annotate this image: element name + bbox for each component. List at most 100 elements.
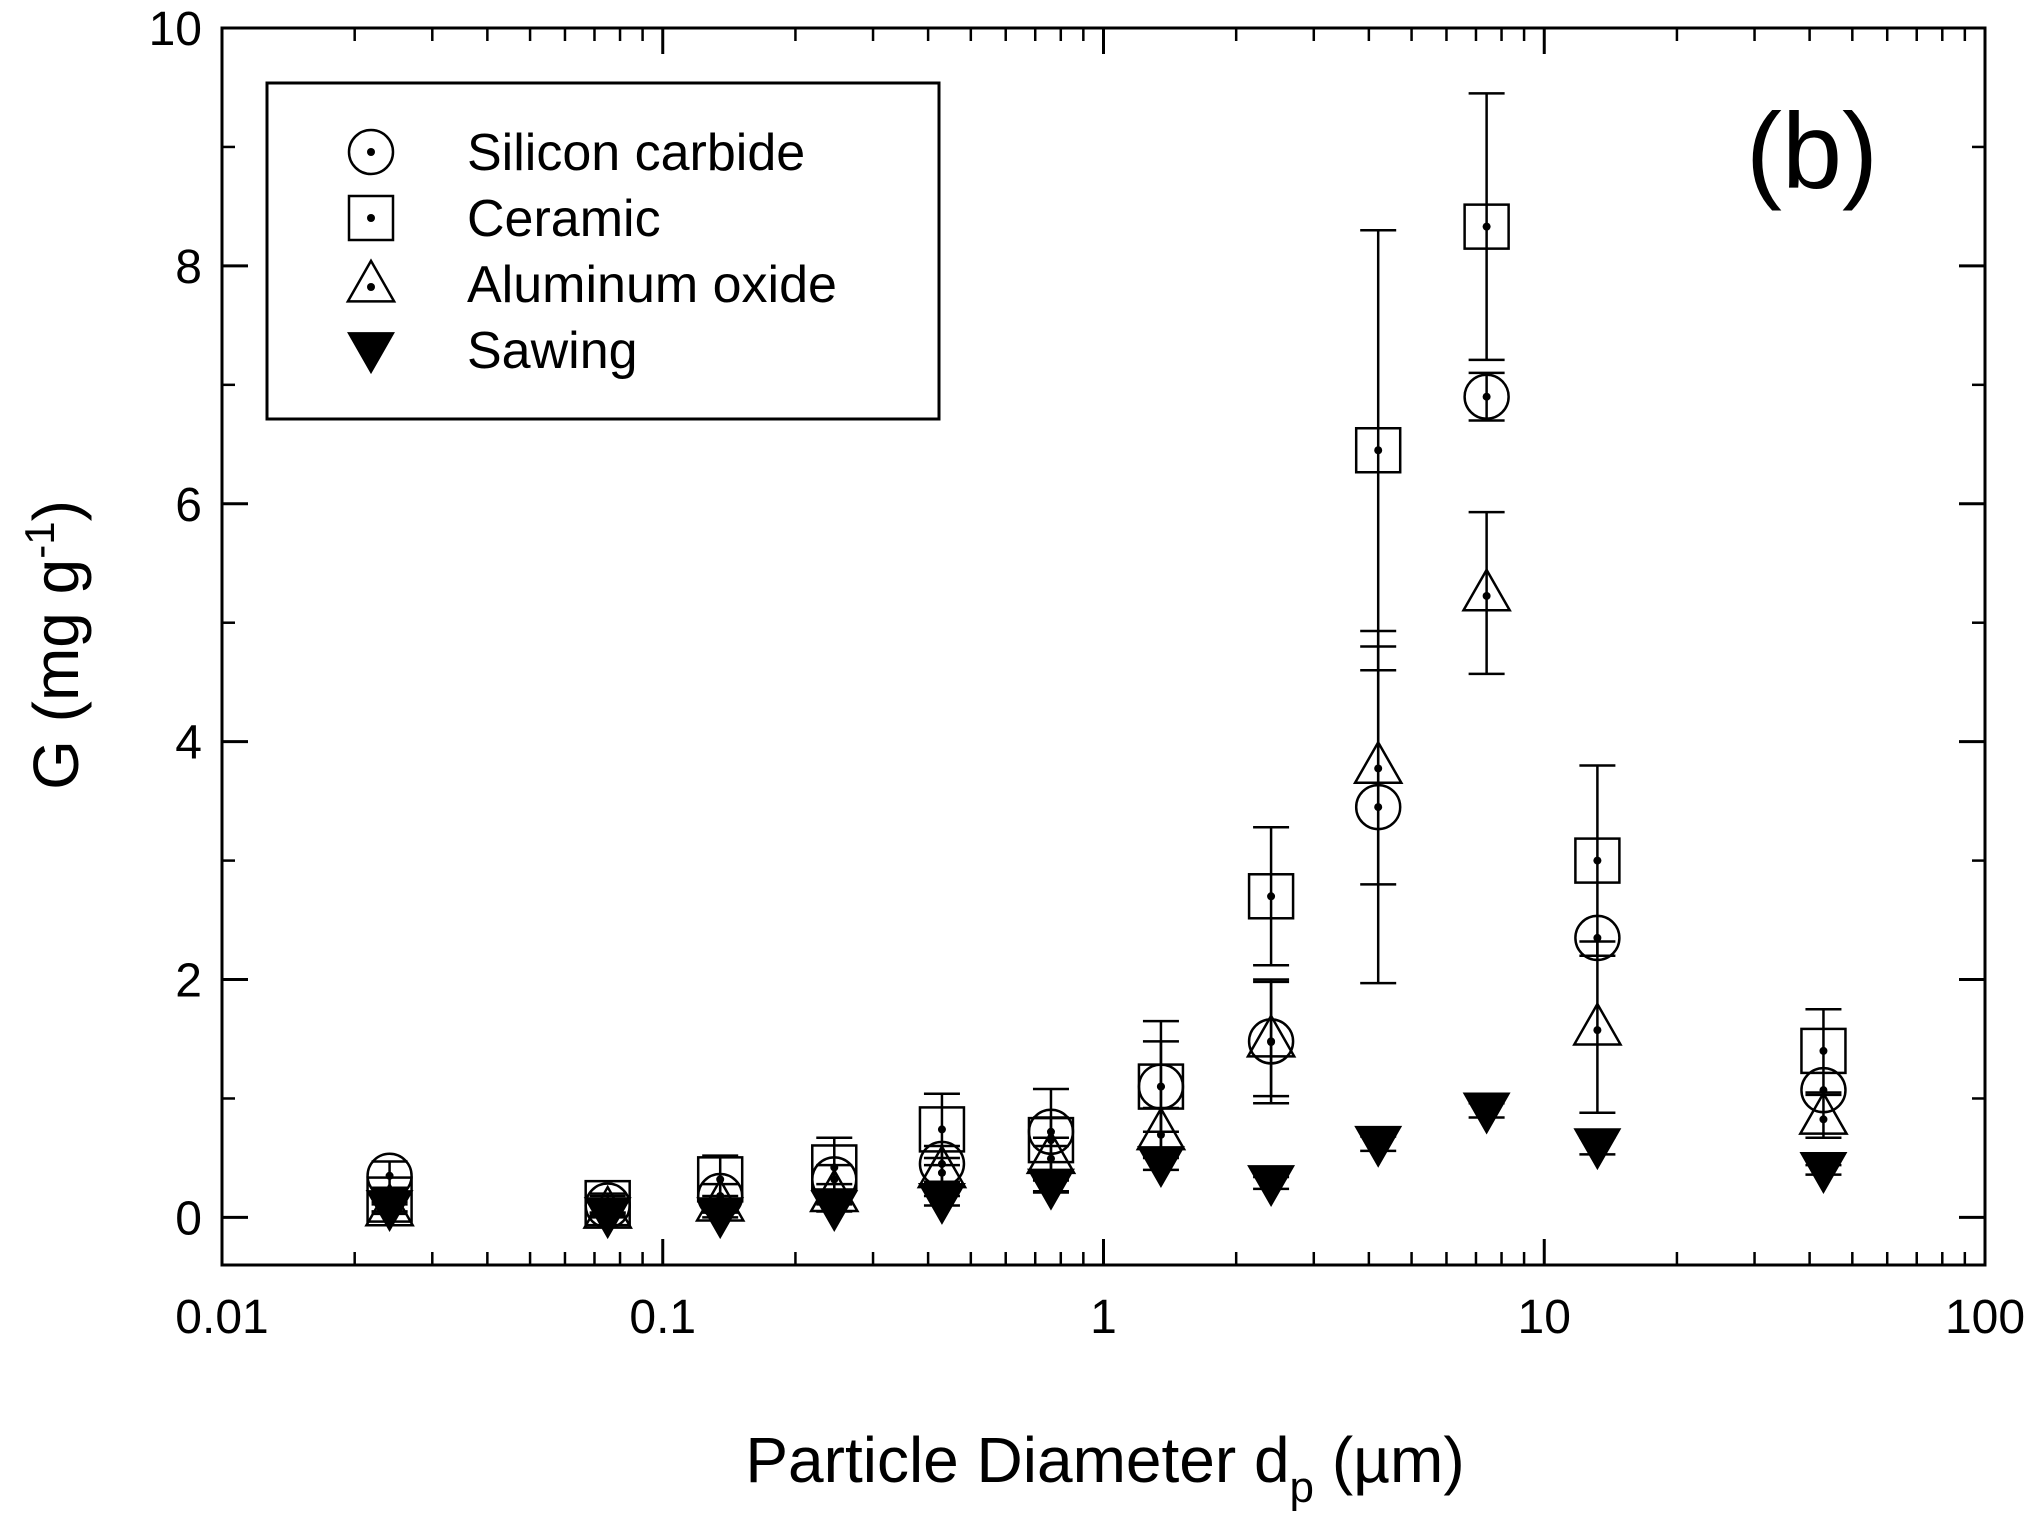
marker-square: [1463, 203, 1510, 250]
x-axis-title-subscript: p: [1290, 1463, 1314, 1512]
marker-center-dot: [1819, 1086, 1828, 1095]
marker-center-dot: [1482, 591, 1491, 600]
y-axis-title: G (mg g-1): [16, 500, 92, 790]
data-point: [1798, 1090, 1849, 1135]
x-tick-label: 10: [1518, 1291, 1571, 1344]
marker-circle: [1463, 373, 1510, 420]
plot-frame: [220, 26, 1987, 1267]
tick-labels: 0.01 0.1 1 10 100 0 2 4 6 8 10: [149, 3, 2025, 1344]
marker-circle: [1027, 1108, 1075, 1156]
marker-triangle-down: [1462, 1092, 1511, 1135]
y-axis-title-close: ): [20, 500, 92, 521]
marker-triangle-up: [364, 1182, 415, 1227]
data-point: [584, 1182, 631, 1229]
data-point: [1137, 1063, 1185, 1110]
marker-center-dot: [367, 148, 375, 156]
marker-center-dot: [830, 1175, 839, 1184]
marker-square: [1800, 1027, 1847, 1075]
x-tick-label: 0.01: [175, 1291, 268, 1344]
legend-box: [265, 81, 941, 421]
data-point: [918, 1140, 966, 1188]
data-point: [1463, 203, 1510, 250]
data-point: [1799, 1152, 1848, 1194]
x-tick-label: 1: [1090, 1291, 1117, 1344]
axis-ticks: [220, 26, 1987, 1265]
y-axis-title-main: G (mg g: [20, 559, 92, 790]
marker-triangle-down: [1799, 1152, 1848, 1194]
data-point: [1354, 783, 1402, 831]
data-point: [1573, 1128, 1622, 1171]
marker-center-dot: [716, 1192, 725, 1201]
marker-triangle-down: [917, 1182, 966, 1225]
legend-marker: [347, 128, 395, 176]
x-axis-title-unit: (µm): [1314, 1424, 1465, 1496]
data-point: [1800, 1027, 1847, 1075]
legend-marker: [347, 332, 395, 375]
marker-circle: [811, 1156, 858, 1203]
marker-center-dot: [937, 1159, 946, 1168]
legend-items: Silicon carbide Ceramic Aluminum oxide Sawi…: [345, 124, 837, 380]
data-point: [1247, 1165, 1296, 1208]
marker-center-dot: [1819, 1115, 1828, 1124]
y-tick-label: 8: [175, 241, 202, 294]
marker-circle: [1354, 783, 1402, 831]
marker-square: [1574, 837, 1621, 884]
marker-triangle-up: [1461, 567, 1512, 612]
marker-square: [347, 194, 395, 242]
y-tick-label: 10: [149, 3, 202, 56]
legend-label: Sawing: [467, 322, 638, 380]
y-tick-label: 2: [175, 955, 202, 1008]
data-point: [1354, 1125, 1403, 1168]
data-layer: [364, 92, 1849, 1240]
data-point: [811, 1156, 858, 1203]
data-point: [696, 1172, 744, 1220]
legend-label: Silicon carbide: [467, 124, 805, 182]
x-axis-title-main: Particle Diameter d: [745, 1424, 1289, 1496]
marker-square: [1247, 873, 1295, 920]
legend-item: Silicon carbide: [347, 124, 805, 182]
marker-center-dot: [367, 283, 375, 291]
marker-triangle-up: [809, 1168, 860, 1213]
y-axis-title-superscript: -1: [16, 521, 63, 558]
y-tick-label: 0: [175, 1192, 202, 1245]
x-axis-title: Particle Diameter dp (µm): [745, 1424, 1464, 1512]
marker-triangle-up: [1572, 1001, 1623, 1046]
marker-triangle-up: [1798, 1090, 1849, 1135]
data-point: [366, 1152, 413, 1200]
marker-circle: [584, 1182, 631, 1229]
data-point: [917, 1182, 966, 1225]
marker-circle: [347, 128, 395, 176]
data-point: [1800, 1066, 1847, 1114]
marker-center-dot: [385, 1171, 394, 1180]
series-silicon-carbide: [366, 371, 1847, 1229]
marker-center-dot: [1374, 803, 1383, 812]
data-point: [1462, 1092, 1511, 1135]
data-point: [1461, 567, 1512, 612]
marker-center-dot: [1819, 1046, 1828, 1055]
panel-label: (b): [1746, 90, 1878, 211]
legend-marker: [345, 258, 397, 303]
x-tick-label: 0.1: [629, 1291, 696, 1344]
marker-square: [1354, 426, 1402, 474]
marker-triangle-down: [1354, 1125, 1403, 1168]
marker-center-dot: [1046, 1127, 1055, 1136]
marker-circle: [366, 1152, 413, 1200]
marker-center-dot: [937, 1125, 946, 1134]
marker-center-dot: [603, 1201, 612, 1210]
legend: Silicon carbide Ceramic Aluminum oxide Sawi…: [265, 81, 941, 421]
marker-circle: [1137, 1063, 1185, 1110]
legend-label: Ceramic: [467, 190, 661, 248]
marker-triangle-down: [347, 332, 395, 375]
legend-item: Ceramic: [347, 190, 661, 248]
data-point: [1572, 1001, 1623, 1046]
marker-center-dot: [1593, 1026, 1602, 1035]
marker-center-dot: [1482, 392, 1491, 401]
legend-item: Sawing: [347, 322, 638, 380]
data-point: [1463, 373, 1510, 420]
data-point: [1027, 1108, 1075, 1156]
legend-marker: [347, 194, 395, 242]
marker-center-dot: [1374, 446, 1383, 455]
data-point: [1574, 914, 1621, 962]
